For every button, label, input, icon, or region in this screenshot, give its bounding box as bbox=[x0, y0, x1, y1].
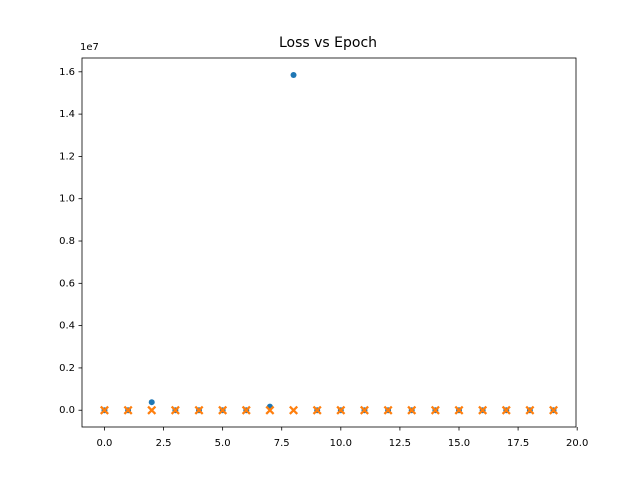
point bbox=[218, 405, 228, 415]
x-tick-label: 7.5 bbox=[274, 438, 290, 449]
point bbox=[123, 405, 133, 415]
point bbox=[549, 405, 559, 415]
chart-title: Loss vs Epoch bbox=[279, 35, 377, 51]
point bbox=[99, 405, 109, 415]
x-tick-label: 0.0 bbox=[97, 438, 113, 449]
x-tick-label: 12.5 bbox=[389, 438, 411, 449]
point bbox=[430, 405, 440, 415]
y-tick-label: 0.2 bbox=[59, 363, 75, 374]
plot-frame bbox=[81, 57, 577, 428]
point bbox=[359, 405, 369, 415]
y-tick-label: 0.4 bbox=[59, 321, 75, 332]
point bbox=[265, 405, 275, 415]
y-offset-label: 1e7 bbox=[80, 42, 99, 53]
x-tick-label: 5.0 bbox=[215, 438, 231, 449]
y-tick-label: 1.6 bbox=[59, 67, 75, 78]
point bbox=[525, 405, 535, 415]
point bbox=[501, 405, 511, 415]
point bbox=[290, 71, 297, 78]
point bbox=[170, 405, 180, 415]
x-tick-label: 2.5 bbox=[156, 438, 172, 449]
point bbox=[454, 405, 464, 415]
y-tick-label: 1.0 bbox=[59, 194, 75, 205]
point bbox=[383, 405, 393, 415]
y-tick-label: 1.2 bbox=[59, 151, 75, 162]
point bbox=[147, 405, 157, 415]
x-tick-label: 17.5 bbox=[507, 438, 529, 449]
point bbox=[312, 405, 322, 415]
point bbox=[336, 405, 346, 415]
x-tick-label: 15.0 bbox=[448, 438, 470, 449]
y-tick-label: 1.4 bbox=[59, 109, 75, 120]
point bbox=[241, 405, 251, 415]
y-tick-label: 0.6 bbox=[59, 278, 75, 289]
y-tick-label: 0.8 bbox=[59, 236, 75, 247]
x-tick-label: 10.0 bbox=[330, 438, 352, 449]
point bbox=[289, 405, 299, 415]
y-tick-label: 0.0 bbox=[59, 405, 75, 416]
point bbox=[148, 399, 155, 406]
point bbox=[194, 405, 204, 415]
point bbox=[407, 405, 417, 415]
point bbox=[478, 405, 488, 415]
x-tick-label: 20.0 bbox=[566, 438, 588, 449]
